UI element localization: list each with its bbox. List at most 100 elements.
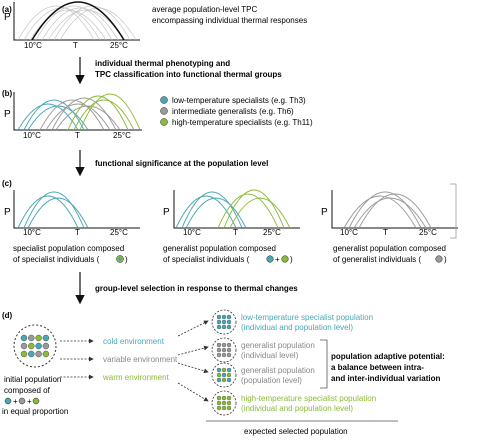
out1-dot-1: [221, 314, 227, 320]
out3-text-1: generalist population: [241, 366, 315, 375]
out1-dot-2: [226, 314, 232, 320]
panel-a-individual-tpc-0: [17, 5, 95, 41]
step-1-text-2: TPC classification into functional therm…: [95, 70, 282, 79]
panel-c1-tick-25: 25°C: [110, 228, 128, 237]
outcome-dots: [216, 314, 232, 411]
out1-dot-5: [226, 319, 232, 325]
initial-text-4: in equal proportion: [2, 407, 68, 416]
out4-dot-0: [216, 395, 222, 401]
initial-individual-dot-11: [42, 350, 50, 358]
panel-c3-tick-t: T: [383, 228, 388, 237]
panel-c1-caption-1: specialist population composed: [13, 244, 124, 253]
out4-dot-2: [226, 395, 232, 401]
panel-c3-tick-10: 10°C: [340, 228, 358, 237]
panel-c1-tpc-2: [27, 197, 89, 229]
panel-c1-tpc-1: [23, 191, 85, 229]
initial-individual-dot-4: [20, 342, 28, 350]
panel-a-individual-tpc-1: [23, 7, 101, 41]
out4-circle: [211, 390, 237, 416]
out2-dot-2: [226, 342, 232, 348]
panel-c-plot-1: [13, 190, 140, 229]
panel-c2-tick-25: 25°C: [263, 228, 281, 237]
env-variable: variable environment: [103, 355, 178, 364]
initial-individual-dot-7: [42, 342, 50, 350]
panel-b-gray-tpc-1: [45, 103, 111, 131]
panel-d-label: (d): [2, 311, 13, 320]
out1-text-1: low-temperature specialist population: [241, 313, 373, 322]
panel-c2-blue-tpc-2: [185, 197, 247, 229]
out3-dot-8: [226, 377, 232, 383]
panel-a-individual-tpc-7: [59, 7, 137, 41]
arrow-var-out-1: [177, 345, 209, 356]
c2-green-icon: [281, 255, 289, 263]
adaptive-text-2: a balance between intra-: [331, 363, 424, 372]
panel-c3-tick-25: 25°C: [419, 228, 437, 237]
initial-individual-dot-1: [28, 334, 35, 342]
panel-c-plot-3: [331, 183, 458, 239]
out4-dot-1: [221, 395, 227, 401]
panel-b-tick-t: T: [75, 131, 80, 140]
legend-dot-blue: [160, 96, 168, 104]
panel-c2-tick-t: T: [233, 228, 238, 237]
out2-text-1: generalist population: [241, 341, 315, 350]
out2-dot-0: [216, 342, 222, 348]
init-gray-icon: [18, 397, 26, 405]
panel-c1-tpc-0: [17, 195, 79, 229]
step-2-text: functional significance at the populatio…: [95, 159, 268, 168]
out2-text-2: (individual level): [241, 351, 299, 360]
out1-dot-0: [216, 314, 222, 320]
panel-b-gray-tpc-3: [55, 105, 121, 131]
out3-dot-7: [221, 377, 227, 383]
panel-a-axes: [13, 2, 140, 41]
initial-individual-dot-8: [20, 350, 28, 358]
panel-c1-tick-10: 10°C: [23, 228, 41, 237]
out3-dot-3: [216, 372, 222, 378]
panel-c3-tpc-0: [343, 195, 417, 229]
panel-a-individual-tpc-2: [29, 9, 107, 41]
panel-a-caption-1: average population-level TPC: [152, 5, 257, 14]
panel-c2-blue-tpc-1: [181, 191, 243, 229]
panel-a-caption-2: encompassing individual thermal response…: [152, 16, 307, 25]
out3-dot-1: [221, 367, 227, 373]
initial-population-circle: [13, 324, 57, 368]
panel-b-tick-10: 10°C: [23, 131, 41, 140]
panel-c3-bracket: [450, 183, 457, 239]
out1-dot-3: [216, 319, 222, 325]
panel-b-gray-tpc-2: [51, 97, 117, 131]
panel-a-tick-t: T: [73, 41, 78, 50]
footer-text: expected selected population: [244, 427, 348, 436]
initial-text-2: composed of: [4, 386, 51, 395]
adaptive-bracket: [320, 339, 328, 389]
panel-b-green-tpc-2: [79, 93, 141, 131]
panel-c3-tpc-3: [358, 193, 432, 229]
panel-a-tick-25: 25°C: [110, 41, 128, 50]
panel-a-tick-10: 10°C: [24, 41, 42, 50]
arrow-cold-out: [177, 320, 209, 337]
initial-individual-dot-6: [35, 342, 42, 350]
env-warm: warm environment: [102, 373, 170, 382]
arrow-warm-out: [177, 382, 209, 402]
panel-b-axes: [13, 92, 142, 131]
legend-gray-text: intermediate generalists (e.g. Th6): [172, 107, 294, 116]
c1-close-paren: ): [125, 255, 128, 264]
panel-c2-green-tpc-2: [229, 197, 291, 229]
panel-a-average-tpc: [31, 1, 125, 41]
panel-a-individual-tpc-3: [35, 5, 113, 41]
c2-blue-icon: [266, 255, 274, 263]
panel-b-y-label: P: [4, 109, 11, 120]
panel-a-individual-tpc-5: [47, 9, 125, 41]
out2-dot-7: [221, 352, 227, 358]
c1-blue-inner-icon: [118, 257, 122, 261]
panel-c1-tick-t: T: [75, 228, 80, 237]
panel-b-blue-tpc-1: [23, 99, 85, 131]
out1-circle: [211, 309, 237, 335]
legend-dot-green: [160, 118, 168, 126]
out3-dot-2: [226, 367, 232, 373]
initial-individual-dot-5: [28, 342, 35, 350]
out3-dot-5: [226, 372, 232, 378]
out2-dot-6: [216, 352, 222, 358]
out1-dot-4: [221, 319, 227, 325]
panel-c3-caption-1: generalist population composed: [333, 244, 446, 253]
panel-c2-caption-2: of specialist individuals (: [163, 255, 250, 264]
